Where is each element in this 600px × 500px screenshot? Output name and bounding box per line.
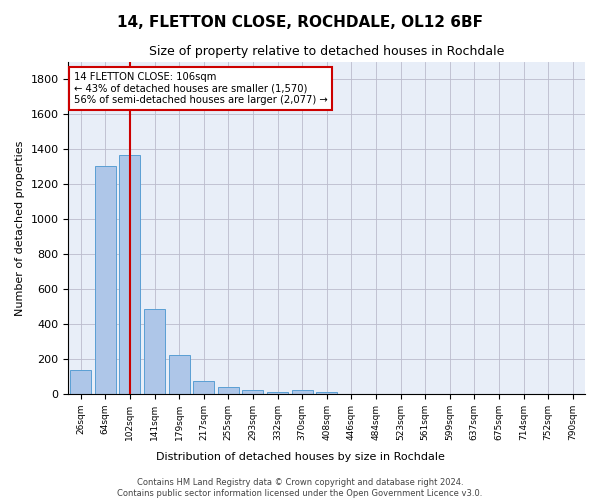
Text: Contains HM Land Registry data © Crown copyright and database right 2024.
Contai: Contains HM Land Registry data © Crown c…: [118, 478, 482, 498]
Bar: [70, 370, 91, 394]
Bar: [267, 392, 288, 394]
Bar: [242, 390, 263, 394]
Bar: [316, 392, 337, 394]
Text: 14, FLETTON CLOSE, ROCHDALE, OL12 6BF: 14, FLETTON CLOSE, ROCHDALE, OL12 6BF: [117, 15, 483, 30]
Text: Distribution of detached houses by size in Rochdale: Distribution of detached houses by size …: [155, 452, 445, 462]
Bar: [292, 390, 313, 394]
Bar: [218, 387, 239, 394]
Bar: [144, 309, 165, 394]
Bar: [95, 166, 116, 394]
Title: Size of property relative to detached houses in Rochdale: Size of property relative to detached ho…: [149, 45, 505, 58]
Y-axis label: Number of detached properties: Number of detached properties: [15, 140, 25, 316]
Text: 14 FLETTON CLOSE: 106sqm
← 43% of detached houses are smaller (1,570)
56% of sem: 14 FLETTON CLOSE: 106sqm ← 43% of detach…: [74, 72, 328, 105]
Bar: [119, 156, 140, 394]
Bar: [169, 354, 190, 394]
Bar: [193, 381, 214, 394]
